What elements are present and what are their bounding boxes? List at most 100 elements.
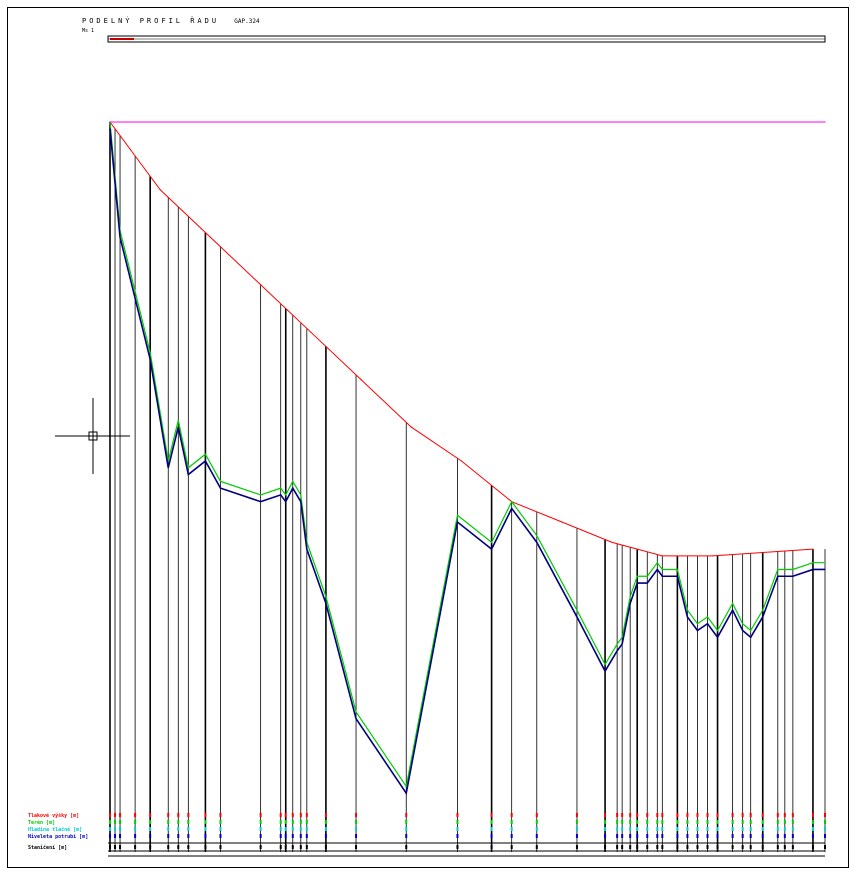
series-line-1: [109, 121, 825, 788]
title-text: PODELNÝ PROFIL ŘADU: [82, 17, 220, 25]
data-point: [661, 575, 663, 577]
band-tick: [686, 813, 689, 817]
data-point: [306, 548, 308, 550]
data-point: [460, 460, 463, 462]
band-tick: [355, 813, 358, 817]
band-tick: [355, 845, 358, 849]
data-point: [491, 548, 493, 550]
band-tick: [490, 845, 493, 849]
band-tick: [324, 813, 327, 817]
station-lines: [109, 122, 826, 852]
data-point: [405, 792, 407, 794]
band-tick: [616, 827, 619, 831]
data-point: [204, 453, 207, 455]
band-tick: [676, 834, 679, 838]
data-point: [636, 582, 638, 584]
band-tick: [284, 845, 287, 849]
data-point: [187, 467, 189, 469]
legend-entry: Staničení [m]: [28, 844, 67, 851]
band-tick: [656, 820, 659, 824]
band-tick: [291, 813, 294, 817]
band-tick: [741, 820, 744, 824]
band-tick: [535, 845, 538, 849]
band-tick: [305, 813, 308, 817]
series-line-0: [109, 121, 813, 557]
band-tick: [204, 834, 207, 838]
data-point: [204, 460, 207, 462]
data-point: [732, 602, 734, 604]
band-tick: [656, 845, 659, 849]
band-tick: [149, 820, 152, 824]
band-tick: [646, 827, 649, 831]
band-tick: [219, 845, 222, 849]
band-tick: [761, 813, 764, 817]
band-tick: [177, 834, 180, 838]
data-point: [325, 596, 327, 598]
band-tick: [731, 834, 734, 838]
band-tick: [636, 845, 639, 849]
band-tick: [761, 827, 764, 831]
data-point: [134, 297, 136, 299]
band-tick: [749, 834, 752, 838]
band-tick: [783, 827, 786, 831]
data-point: [209, 236, 212, 238]
data-point: [576, 609, 578, 611]
band-tick: [510, 820, 513, 824]
band-tick: [791, 820, 794, 824]
band-tick: [167, 845, 170, 849]
band-tick: [279, 820, 282, 824]
band-tick: [776, 827, 779, 831]
data-point: [711, 555, 714, 557]
band-tick: [299, 827, 302, 831]
band-tick: [219, 834, 222, 838]
band-tick: [535, 834, 538, 838]
band-tick: [167, 827, 170, 831]
band-tick: [259, 820, 262, 824]
band-tick: [177, 845, 180, 849]
band-tick: [279, 813, 282, 817]
band-tick: [149, 827, 152, 831]
data-point: [750, 629, 752, 632]
data-point: [661, 568, 663, 571]
band-tick: [291, 820, 294, 824]
drawing-title: PODELNÝ PROFIL ŘADU GAP.324: [82, 17, 260, 25]
band-tick: [167, 834, 170, 838]
band-tick: [761, 834, 764, 838]
band-tick: [284, 827, 287, 831]
band-tick: [706, 820, 709, 824]
data-point: [405, 785, 407, 788]
data-point: [360, 379, 362, 381]
data-point: [355, 718, 357, 720]
band-tick: [149, 834, 152, 838]
data-point: [706, 616, 709, 618]
data-point: [119, 236, 121, 238]
data-point: [636, 575, 638, 577]
data-point: [812, 568, 814, 571]
band-tick: [177, 827, 180, 831]
band-tick: [114, 820, 117, 824]
data-point: [676, 575, 678, 577]
band-tick: [187, 845, 190, 849]
band-tick: [279, 834, 282, 838]
data-point: [762, 609, 764, 611]
profile-plot: [109, 121, 826, 796]
band-tick: [731, 845, 734, 849]
data-point: [260, 501, 262, 503]
band-tick: [616, 845, 619, 849]
band-tick: [119, 845, 122, 849]
legend-entry: Hladina tlačné [m]: [28, 826, 82, 833]
band-tick: [604, 827, 607, 831]
band-tick: [187, 834, 190, 838]
data-point: [742, 629, 744, 632]
band-tick: [646, 845, 649, 849]
band-tick: [716, 813, 719, 817]
band-tick: [741, 827, 744, 831]
band-tick: [291, 834, 294, 838]
band-tick: [749, 827, 752, 831]
band-tick: [177, 820, 180, 824]
band-tick: [629, 820, 632, 824]
data-point: [456, 521, 459, 523]
bottom-bands: [108, 813, 826, 857]
band-tick: [187, 820, 190, 824]
band-tick: [741, 845, 744, 849]
